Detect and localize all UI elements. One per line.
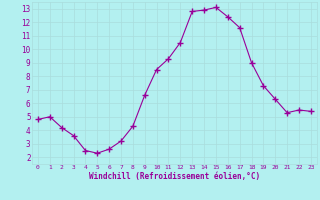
X-axis label: Windchill (Refroidissement éolien,°C): Windchill (Refroidissement éolien,°C) (89, 172, 260, 181)
